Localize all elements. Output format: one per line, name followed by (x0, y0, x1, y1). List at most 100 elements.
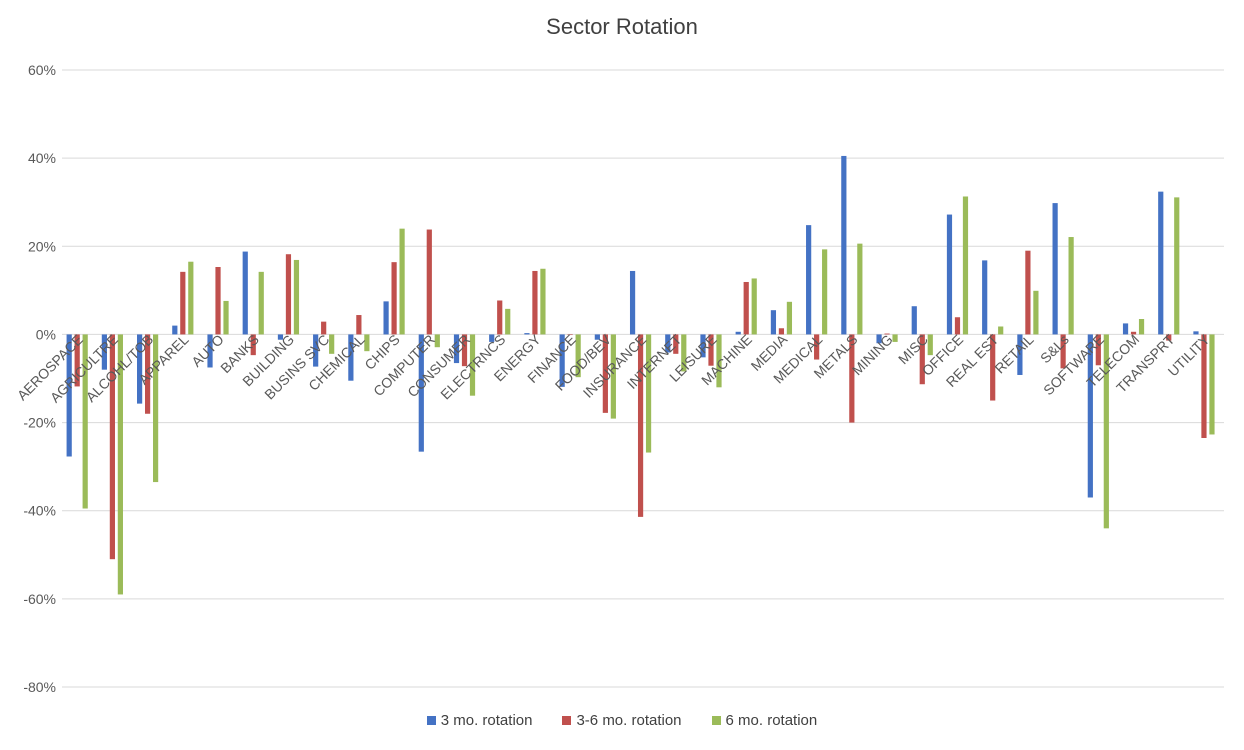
bar (594, 334, 600, 340)
bar (982, 260, 988, 335)
y-tick-label: -20% (23, 415, 56, 431)
bar (153, 334, 159, 483)
bar (532, 270, 538, 335)
chart-title: Sector Rotation (546, 14, 698, 39)
bar (321, 321, 327, 335)
bar (1201, 334, 1207, 438)
bar (1174, 197, 1180, 335)
bar (778, 328, 785, 335)
bar (1193, 331, 1199, 335)
bar (524, 333, 530, 335)
bar (293, 259, 300, 335)
bar (990, 334, 996, 401)
bar (998, 326, 1004, 335)
bar (751, 278, 757, 335)
bar (188, 261, 194, 335)
bar (610, 334, 616, 419)
bar (180, 271, 186, 335)
legend-swatch-3-6mo (562, 716, 572, 725)
bar (786, 301, 793, 335)
bar (884, 333, 890, 335)
bar (258, 271, 264, 335)
bar (1122, 323, 1129, 335)
bar (814, 334, 820, 360)
bar (101, 334, 107, 370)
bar (399, 228, 405, 335)
bar (841, 155, 847, 335)
bar (364, 334, 370, 352)
bar (602, 334, 608, 413)
bar (559, 334, 565, 387)
bar (962, 196, 969, 335)
y-tick-label: 60% (28, 62, 56, 78)
bar (453, 334, 460, 364)
bar (919, 334, 925, 385)
bar (348, 334, 354, 381)
bar (109, 334, 115, 560)
bar (285, 254, 292, 335)
bar (1052, 203, 1058, 335)
bar (1060, 334, 1066, 369)
legend-swatch-6mo (711, 716, 721, 725)
bar (137, 334, 143, 404)
y-tick-label: 0% (36, 326, 56, 342)
bar (946, 214, 953, 335)
bar (892, 334, 898, 342)
bar (497, 300, 503, 335)
legend-label-3mo: 3 mo. rotation (440, 712, 533, 729)
legend-item-3mo: 3 mo. rotation (426, 712, 533, 729)
bar (223, 300, 229, 335)
bar (418, 334, 424, 452)
bar (172, 325, 178, 335)
y-tick-label: 20% (28, 238, 56, 254)
bar (1087, 334, 1093, 498)
bar (505, 308, 511, 335)
y-tick-label: -60% (23, 591, 56, 607)
bar (743, 281, 749, 335)
chart-legend: 3 mo. rotation 3-6 mo. rotation 6 mo. ro… (0, 712, 1244, 729)
bar (426, 229, 432, 335)
bar (911, 306, 917, 335)
bar (356, 315, 362, 335)
bar (313, 334, 319, 367)
bar (117, 334, 123, 595)
bar (1017, 334, 1023, 375)
bar (1068, 237, 1074, 335)
bar (242, 251, 248, 335)
bar (82, 334, 88, 509)
bar (74, 334, 80, 387)
bar (469, 334, 476, 396)
bar (716, 334, 722, 388)
bar (645, 334, 652, 453)
bar (673, 334, 679, 354)
bar (735, 331, 741, 335)
bar (207, 334, 213, 368)
bar (770, 310, 777, 335)
legend-label-6mo: 6 mo. rotation (725, 712, 818, 729)
bar (277, 334, 284, 340)
bar (434, 334, 440, 348)
bar (665, 334, 671, 353)
bar (708, 334, 714, 366)
bar (489, 334, 495, 342)
bar (876, 334, 882, 344)
legend-label-3-6mo: 3-6 mo. rotation (576, 712, 682, 729)
bar (927, 334, 933, 356)
bar (461, 334, 468, 367)
bar (250, 334, 256, 356)
x-category-label: RETAIL (991, 331, 1036, 376)
bar (806, 225, 812, 335)
bar (1138, 319, 1145, 335)
y-tick-label: -80% (23, 679, 56, 695)
bar (1033, 290, 1039, 335)
bar (575, 334, 581, 378)
bar (681, 334, 687, 372)
bar (849, 334, 855, 423)
legend-swatch-3mo (426, 716, 436, 725)
bar (1130, 331, 1137, 335)
bar (954, 317, 961, 335)
bar (145, 334, 151, 414)
bar (1025, 250, 1031, 335)
